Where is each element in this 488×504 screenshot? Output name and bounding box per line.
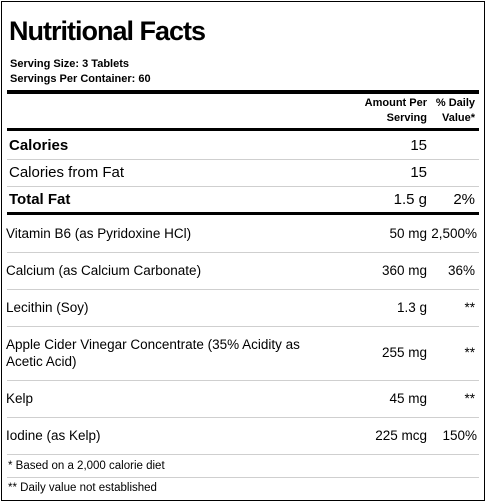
- nutrient-dv-apple-cider-vinegar: **: [464, 345, 475, 360]
- nutrient-name-lecithin: Lecithin (Soy): [6, 300, 89, 315]
- nutrient-amount-iodine: 225 mcg: [375, 428, 427, 443]
- nutrient-amount-lecithin: 1.3 g: [396, 300, 427, 315]
- divider: [7, 380, 479, 381]
- nutrient-name-vitamin-b6: Vitamin B6 (as Pyridoxine HCl): [6, 226, 192, 241]
- nutrient-name-kelp: Kelp: [6, 391, 34, 406]
- nutrient-amount-apple-cider-vinegar: 255 mg: [381, 345, 427, 360]
- divider-thick-top: [7, 90, 479, 94]
- divider: [7, 477, 479, 478]
- divider-thick-header: [7, 128, 479, 131]
- total-fat-amount: 1.5 g: [393, 191, 427, 208]
- divider: [7, 186, 479, 187]
- page-title: Nutritional Facts: [9, 16, 206, 46]
- footnote-calorie-diet: * Based on a 2,000 calorie diet: [8, 460, 165, 472]
- divider: [7, 326, 479, 327]
- servings-per-container: Servings Per Container: 60: [10, 73, 151, 85]
- footnote-dv-not-established: ** Daily value not established: [8, 482, 157, 494]
- nutrient-dv-iodine: 150%: [442, 428, 477, 443]
- nutrient-amount-kelp: 45 mg: [389, 391, 427, 406]
- divider-thick-nutrients: [7, 212, 479, 215]
- serving-size: Serving Size: 3 Tablets: [10, 58, 130, 70]
- nutrient-name-calcium: Calcium (as Calcium Carbonate): [6, 263, 202, 278]
- nutrient-dv-vitamin-b6: 2,500%: [431, 226, 477, 241]
- total-fat-dv: 2%: [453, 191, 475, 208]
- calories-label: Calories: [9, 137, 69, 154]
- nutrient-name-iodine: Iodine (as Kelp): [6, 428, 101, 443]
- divider: [7, 289, 479, 290]
- divider: [7, 252, 479, 253]
- calories-from-fat-label: Calories from Fat: [9, 164, 125, 181]
- nutrient-dv-kelp: **: [464, 391, 475, 406]
- nutrient-name-apple-cider-vinegar: Apple Cider Vinegar Concentrate (35% Aci…: [6, 337, 300, 369]
- total-fat-label: Total Fat: [9, 191, 71, 208]
- divider: [7, 454, 479, 455]
- calories-from-fat-amount: 15: [410, 164, 427, 181]
- nutrient-dv-lecithin: **: [464, 300, 475, 315]
- header-daily-value: % Daily Value*: [435, 97, 475, 124]
- header-amount-per-serving: Amount Per Serving: [364, 97, 427, 124]
- calories-amount: 15: [410, 137, 427, 154]
- nutrient-amount-vitamin-b6: 50 mg: [389, 226, 427, 241]
- divider: [7, 417, 479, 418]
- divider: [7, 159, 479, 160]
- nutrient-dv-calcium: 36%: [447, 263, 475, 278]
- nutrient-amount-calcium: 360 mg: [381, 263, 427, 278]
